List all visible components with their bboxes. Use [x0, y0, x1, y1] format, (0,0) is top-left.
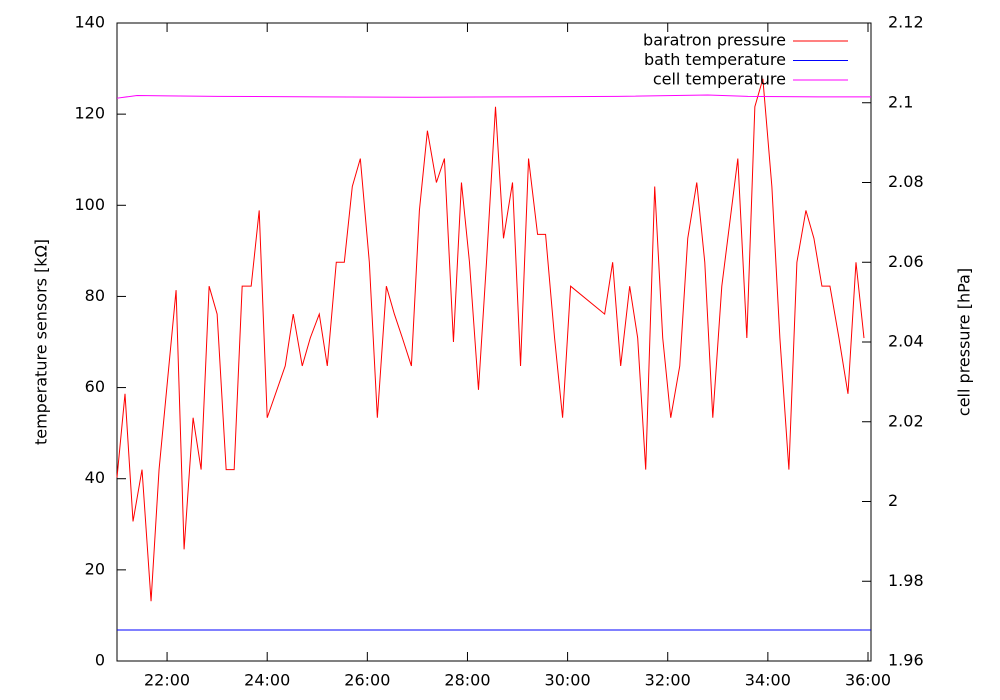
data-line	[116, 94, 871, 99]
y2-tick-label: 2.1	[888, 92, 913, 111]
y2-tick-label: 1.98	[888, 571, 924, 590]
x-tick-label: 22:00	[144, 671, 190, 690]
y-tick-label: 20	[85, 559, 105, 578]
y2-tick-label: 2.04	[888, 332, 924, 351]
data-line	[116, 78, 865, 602]
x-tick-label: 24:00	[244, 671, 290, 690]
y-tick-label: 40	[85, 468, 105, 487]
x-tick-label: 28:00	[444, 671, 490, 690]
y2-axis-label: cell pressure [hPa]	[955, 268, 974, 416]
x-tick-label: 26:00	[344, 671, 390, 690]
x-tick-label: 36:00	[845, 671, 891, 690]
x-tick-label: 34:00	[745, 671, 791, 690]
y-axis-label: temperature sensors [kΩ]	[32, 239, 51, 445]
y2-tick-label: 2	[888, 491, 898, 510]
y2-tick-label: 2.12	[888, 13, 924, 32]
y-tick-label: 80	[85, 286, 105, 305]
legend-label: baratron pressure	[643, 31, 786, 50]
y2-tick-label: 1.96	[888, 651, 924, 670]
y-tick-label: 120	[74, 104, 105, 123]
legend-label: cell temperature	[653, 70, 786, 89]
y-tick-label: 0	[95, 651, 105, 670]
y-tick-label: 100	[74, 195, 105, 214]
x-tick-label: 30:00	[545, 671, 591, 690]
y-tick-label: 60	[85, 377, 105, 396]
legend-label: bath temperature	[644, 50, 786, 69]
y2-tick-label: 2.08	[888, 172, 924, 191]
plot-frame	[116, 22, 872, 662]
y2-tick-label: 2.02	[888, 411, 924, 430]
y2-tick-label: 2.06	[888, 252, 924, 271]
y-tick-label: 140	[74, 13, 105, 32]
x-tick-label: 32:00	[645, 671, 691, 690]
